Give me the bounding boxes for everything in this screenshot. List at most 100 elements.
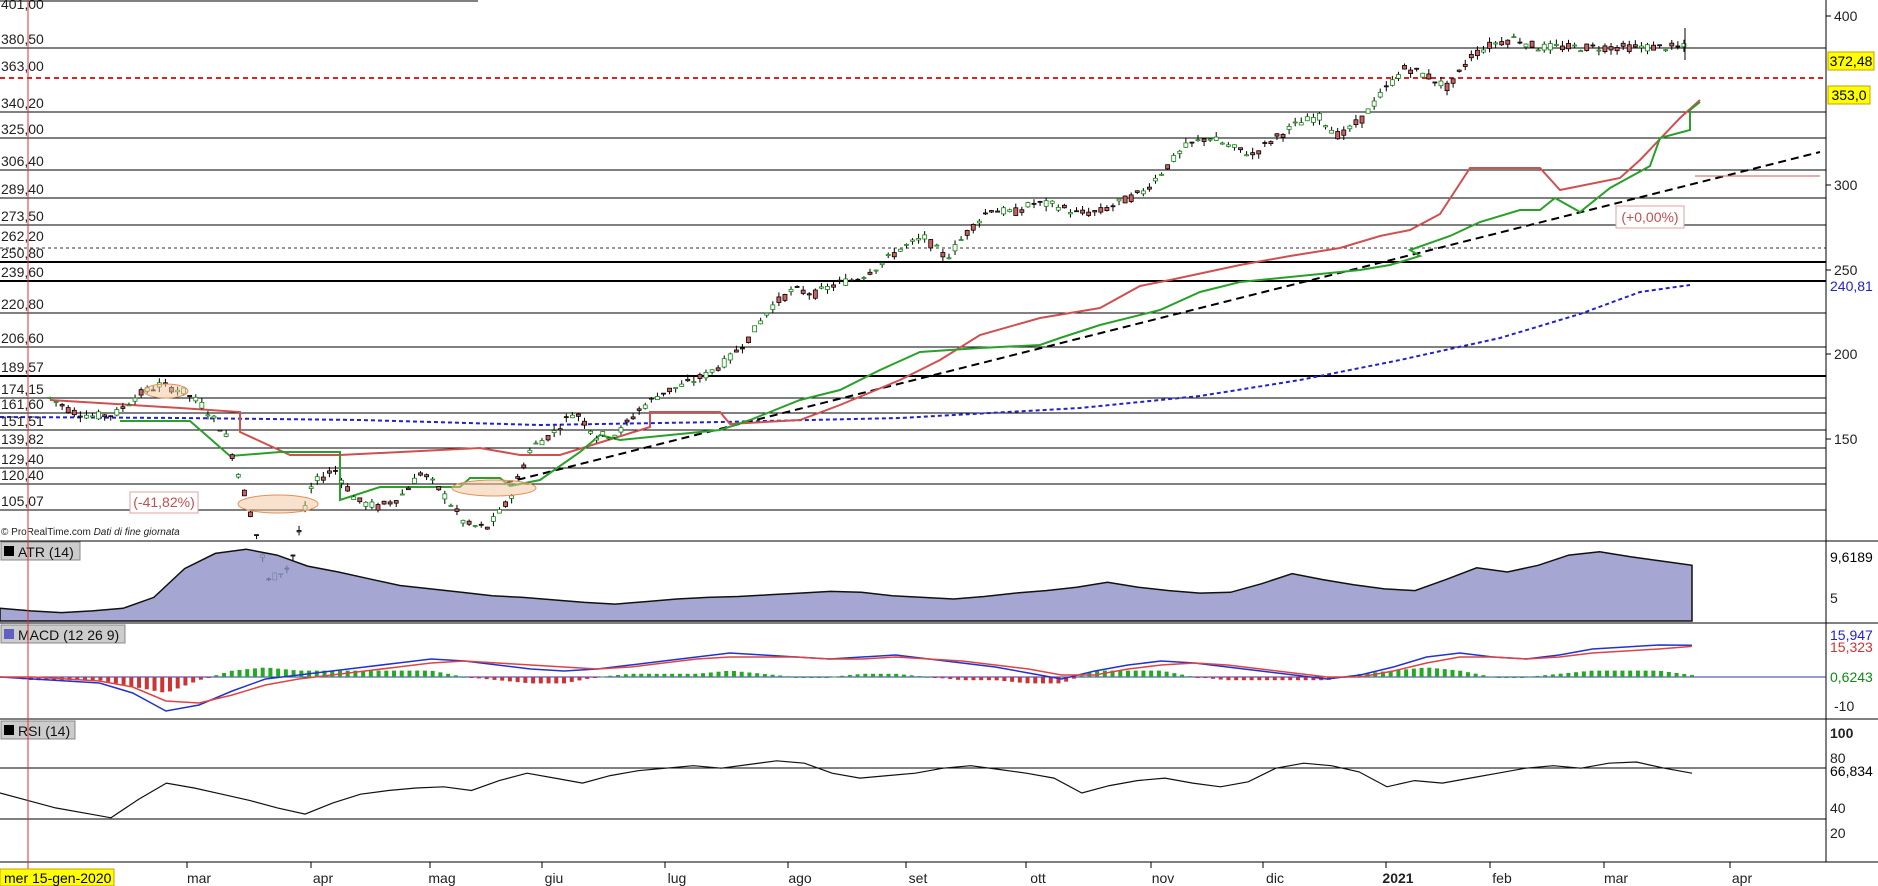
macd-hist-bar — [1612, 670, 1617, 677]
macd-histogram — [0, 667, 1694, 693]
candle-body — [837, 279, 843, 282]
price-tick-label: 250 — [1834, 262, 1858, 278]
macd-hist-bar — [1017, 677, 1022, 683]
level-label: 189,57 — [1, 359, 44, 375]
candle-body — [138, 389, 144, 396]
candle-body — [84, 414, 89, 419]
candle-body — [430, 478, 436, 481]
candle-body — [399, 493, 405, 496]
candle-body — [1159, 173, 1164, 176]
macd-panel: MACD (12 26 9) 15,947 15,323 0,6243 -10 — [0, 622, 1878, 714]
candle-body — [1219, 142, 1225, 145]
rsi-line — [0, 760, 1693, 819]
candle-body — [1304, 116, 1310, 122]
candle-body — [1195, 139, 1201, 141]
level-label: 262,20 — [1, 228, 44, 244]
signal-value: 15,323 — [1830, 639, 1873, 655]
level-label: 206,60 — [1, 330, 44, 346]
candle-body — [1207, 138, 1213, 141]
candle-body — [806, 293, 812, 296]
candle-body — [1311, 117, 1316, 123]
candle-body — [1432, 81, 1438, 84]
macd-hist-bar — [677, 673, 682, 677]
macd-hist-bar — [1574, 672, 1579, 677]
candle-body — [217, 429, 223, 432]
candle-body — [910, 239, 915, 242]
candle-body — [770, 304, 776, 310]
candle-body — [1098, 207, 1104, 213]
candle-body — [746, 336, 751, 343]
level-label: 363,00 — [1, 58, 44, 74]
macd-title-box — [0, 624, 126, 644]
macd-hist-bar — [106, 677, 111, 682]
month-label: nov — [1152, 870, 1175, 886]
macd-hist-bar — [229, 670, 234, 677]
macd-hist-bar — [1674, 672, 1679, 677]
macd-hist-bar — [384, 670, 389, 677]
month-label: mar — [187, 870, 211, 886]
candle-body — [594, 437, 600, 441]
macd-hist-bar — [1504, 677, 1509, 678]
candle-body — [1165, 164, 1171, 170]
candle-body — [1189, 141, 1195, 144]
macd-hist-bar — [1095, 670, 1100, 677]
macd-hist-bar — [523, 677, 528, 683]
candle-body — [193, 396, 199, 402]
macd-hist-bar — [507, 677, 512, 682]
macd-hist-bar — [886, 673, 891, 677]
candle-body — [1560, 45, 1565, 51]
price-axis-ticks: 400 300 250 200 150 — [1826, 8, 1858, 447]
sma-price-value: 240,81 — [1830, 278, 1873, 294]
candle-body — [588, 430, 593, 434]
candle-body — [187, 395, 193, 398]
candle-body — [1128, 194, 1134, 202]
candle-body — [65, 407, 71, 413]
macd-hist-bar — [121, 677, 126, 685]
macd-hist-bar — [1149, 670, 1154, 677]
candle-body — [952, 244, 958, 252]
macd-hist-bar — [407, 670, 412, 677]
candle-body — [825, 286, 830, 290]
candle-body — [120, 406, 126, 409]
atr-title: ATR (14) — [18, 544, 74, 560]
candle-body — [327, 470, 332, 474]
candle-body — [424, 474, 429, 478]
candle-body — [582, 420, 587, 426]
drawdown-annotation: (-41,82%) — [133, 494, 194, 510]
candle-body — [1104, 207, 1110, 211]
macd-hist-bar — [994, 677, 999, 681]
candle-body — [1262, 142, 1268, 144]
candle-body — [1037, 200, 1043, 203]
level-label: 239,60 — [1, 264, 44, 280]
candle-body — [1353, 119, 1359, 126]
candle-body — [1171, 155, 1177, 162]
macd-hist-bar — [1380, 671, 1385, 677]
level-label: 340,20 — [1, 95, 44, 111]
candle-body — [1183, 142, 1189, 148]
source-credit: © ProRealTime.com Dati di fine giornata — [1, 527, 180, 538]
candle-body — [709, 369, 715, 373]
macd-hist-bar — [1218, 677, 1223, 680]
macd-hist-bar — [793, 676, 798, 678]
candle-body — [369, 501, 375, 508]
candle-body — [1517, 41, 1523, 44]
candle-body — [642, 404, 648, 409]
candle-body — [1578, 50, 1584, 53]
support-price-value: 353,0 — [1831, 87, 1866, 103]
candle-body — [1626, 44, 1632, 52]
candle-body — [740, 347, 745, 350]
macd-hist-bar — [600, 676, 605, 678]
candle-body — [983, 212, 988, 215]
rsi-panel: RSI (14) 66,834 100 80 40 20 — [0, 718, 1878, 841]
highlight-ellipse — [143, 383, 189, 399]
candle-body — [1323, 125, 1328, 128]
macd-hist-bar — [113, 677, 118, 684]
candle-body — [655, 396, 660, 400]
macd-hist-bar — [1666, 671, 1671, 677]
macd-hist-bar — [608, 675, 613, 677]
candle-body — [1244, 154, 1249, 157]
macd-hist-bar — [1682, 674, 1687, 677]
candle-body — [1201, 138, 1207, 142]
month-label: lug — [668, 870, 687, 886]
candle-body — [1341, 129, 1347, 136]
